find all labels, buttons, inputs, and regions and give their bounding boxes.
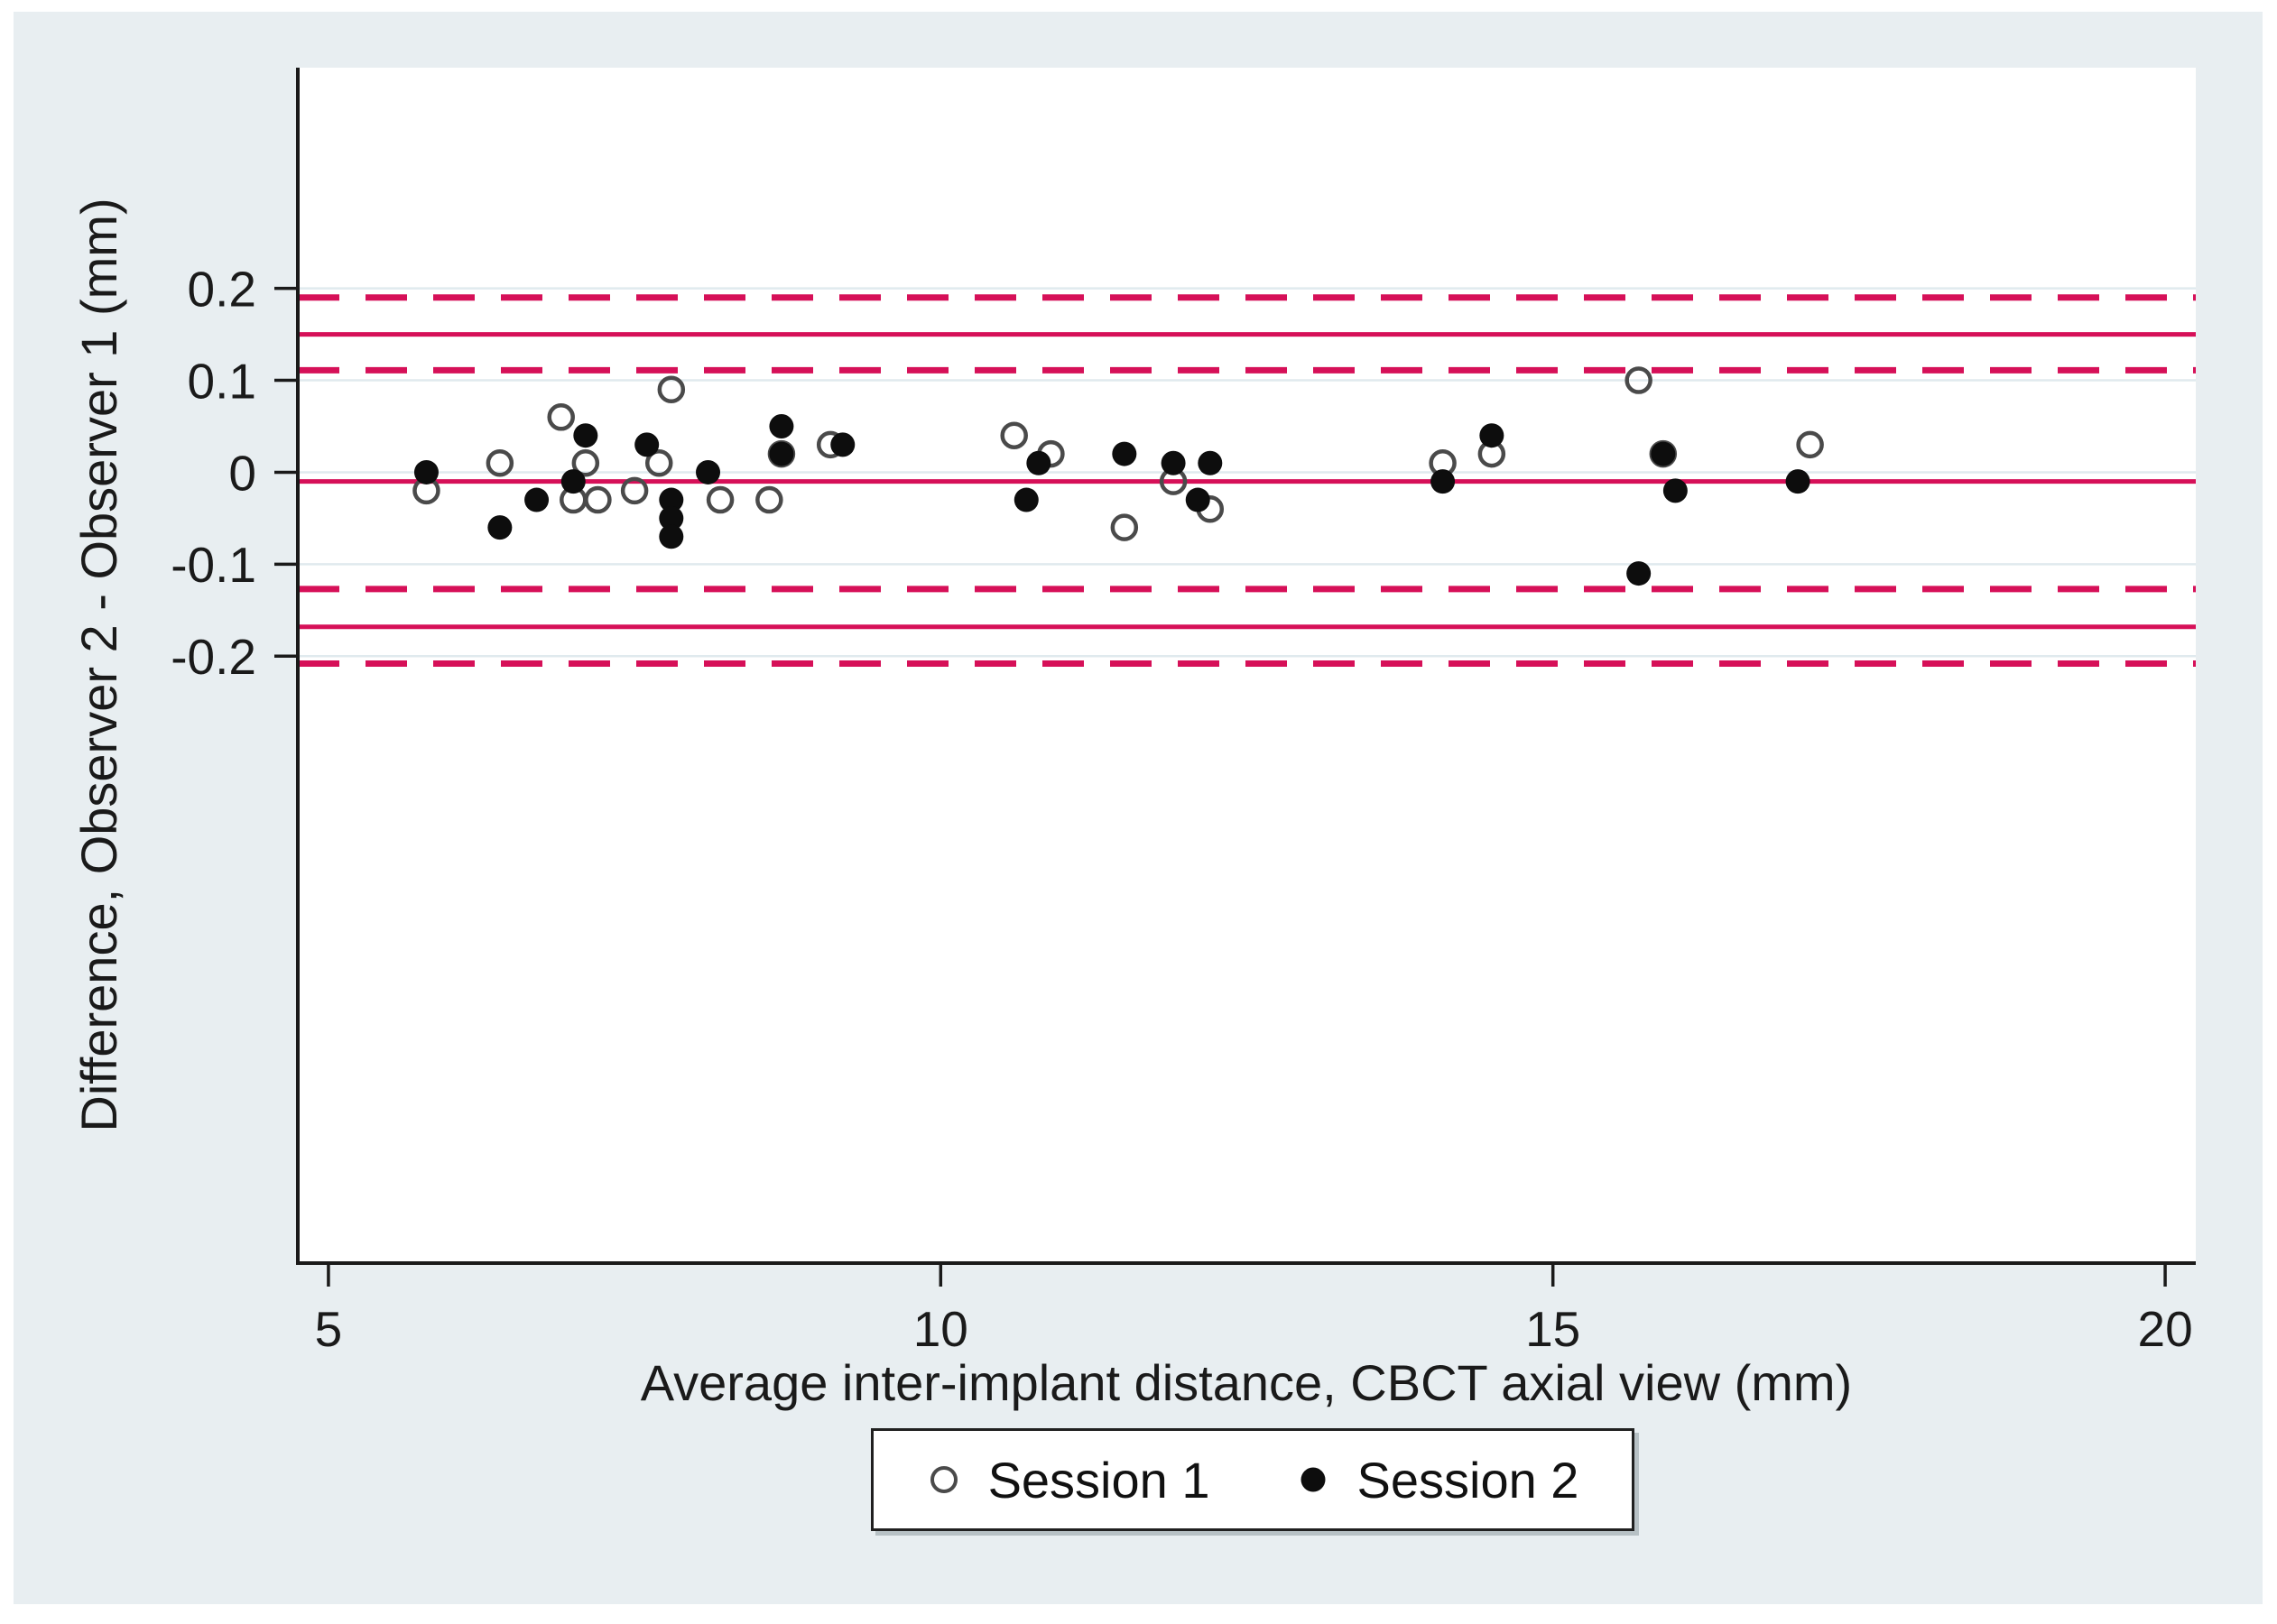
- scatter-point-session1: [571, 449, 600, 477]
- scatter-point-session2: [769, 414, 794, 438]
- legend-label-session2: Session 2: [1356, 1451, 1579, 1509]
- scatter-point-session2: [413, 459, 439, 484]
- scatter-point-session2: [769, 441, 794, 466]
- scatter-point-session2: [634, 432, 660, 457]
- scatter-point-session2: [659, 505, 684, 531]
- scatter-point-session1: [1000, 421, 1028, 449]
- y-tick-label: -0.1: [171, 537, 256, 593]
- scatter-point-session1: [657, 375, 686, 403]
- y-tick-label: 0: [228, 445, 256, 501]
- scatter-point-session2: [1651, 441, 1676, 466]
- scatter-point-session2: [1112, 441, 1137, 466]
- scatter-point-session1: [620, 476, 649, 505]
- scatter-point-session1: [706, 485, 735, 514]
- scatter-point-session1: [1796, 430, 1824, 459]
- x-tick-label: 10: [913, 1301, 968, 1357]
- y-tick-label: 0.2: [188, 261, 256, 317]
- scatter-point-session2: [1026, 450, 1051, 475]
- scatter-point-session1: [486, 449, 514, 477]
- filled-circle-icon: [1300, 1467, 1325, 1492]
- open-circle-icon: [930, 1466, 958, 1493]
- scatter-point-session2: [1014, 487, 1039, 512]
- scatter-point-session2: [659, 487, 684, 512]
- legend-item-session2: Session 2: [1296, 1451, 1579, 1509]
- x-axis-title: Average inter-implant distance, CBCT axi…: [640, 1354, 1853, 1411]
- scatter-point-session2: [560, 469, 586, 494]
- y-axis-title: Difference, Observer 2 - Observer 1 (mm): [70, 198, 127, 1132]
- scatter-point-session2: [1479, 423, 1504, 448]
- y-tick-label: -0.2: [171, 629, 256, 685]
- x-tick-label: 5: [315, 1301, 343, 1357]
- scatter-point-session2: [830, 432, 856, 457]
- x-tick-label: 15: [1525, 1301, 1580, 1357]
- scatter-point-session2: [1626, 561, 1652, 586]
- scatter-point-session1: [755, 485, 783, 514]
- scatter-point-session1: [644, 449, 673, 477]
- scatter-point-session1: [547, 403, 575, 431]
- scatter-point-session2: [487, 515, 513, 540]
- scatter-point-session1: [1110, 513, 1139, 541]
- legend-item-session1: Session 1: [927, 1451, 1210, 1509]
- scatter-point-session2: [1785, 469, 1810, 494]
- scatter-point-session2: [696, 459, 721, 484]
- y-tick-label: 0.1: [188, 353, 256, 409]
- scatter-point-session1: [1624, 366, 1652, 394]
- scatter-point-session2: [1185, 487, 1210, 512]
- scatter-point-session1: [584, 485, 612, 514]
- legend: Session 1 Session 2: [871, 1428, 1634, 1531]
- scatter-point-session2: [1662, 478, 1688, 503]
- scatter-point-session2: [1198, 450, 1223, 475]
- scatter-point-session2: [1430, 469, 1456, 494]
- scatter-point-session2: [573, 423, 598, 448]
- scatter-point-session2: [1161, 450, 1186, 475]
- scatter-point-session2: [659, 524, 684, 549]
- scatter-point-session2: [524, 487, 550, 512]
- legend-label-session1: Session 1: [987, 1451, 1210, 1509]
- x-tick-label: 20: [2137, 1301, 2192, 1357]
